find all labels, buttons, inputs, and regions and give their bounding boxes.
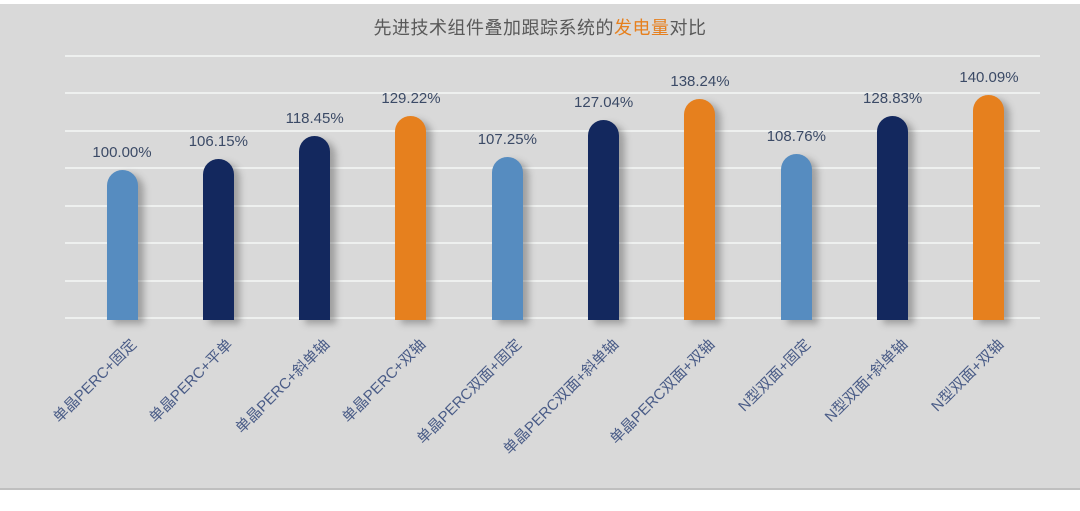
bar [299,135,331,320]
bar [491,156,523,320]
gridline [65,55,1040,57]
chart-title-suffix: 对比 [669,18,707,38]
bar [780,153,812,320]
category-label: 单晶PERC+双轴 [339,336,430,427]
gridline [65,167,1040,170]
category-label: N型双面+斜单轴 [821,336,911,426]
bar [202,158,234,320]
bar-value-label: 140.09% [959,69,1019,87]
gridline [65,279,1040,282]
chart-canvas: 先进技术组件叠加跟踪系统的发电量对比 100.00% 单晶PERC+固定 106.1… [0,4,1080,490]
bar-value-label: 118.45% [285,109,344,127]
gridline [65,129,1040,132]
bar-value-label: 100.00% [92,144,152,162]
bar-value-label: 107.25% [477,130,537,148]
chart-title-prefix: 先进技术组件叠加跟踪系统的 [373,18,614,38]
chart-title: 先进技术组件叠加跟踪系统的发电量对比 [0,14,1080,40]
category-label: N型双面+双轴 [928,336,1008,416]
bar-value-label: 127.04% [574,93,634,111]
category-label: 单晶PERC双面+双轴 [606,336,719,448]
category-label: 单晶PERC双面+固定 [414,336,526,448]
bar-value-label: 138.24% [670,72,730,90]
bar-value-label: 106.15% [188,132,248,150]
bar [395,115,427,320]
category-label: N型双面+固定 [735,336,815,416]
bar [106,170,138,320]
category-label: 单晶PERC双面+斜单轴 [499,336,622,459]
bar-value-label: 128.83% [863,90,923,108]
bar-value-label: 129.22% [381,89,441,107]
gridline [65,92,1040,95]
bar [684,98,716,320]
category-label: 单晶PERC+斜单轴 [232,336,333,437]
chart-title-highlight: 发电量 [614,18,670,38]
gridline [65,317,1040,319]
bar [588,119,620,320]
bar [877,116,909,320]
gridline [65,242,1040,245]
category-label: 单晶PERC+平单 [146,336,237,427]
plot-area: 100.00% 单晶PERC+固定 106.15% 单晶PERC+平单 118.45% 单… [50,55,1040,458]
gridline [65,204,1040,207]
bar [973,95,1005,320]
bar-value-label: 108.76% [766,127,826,145]
